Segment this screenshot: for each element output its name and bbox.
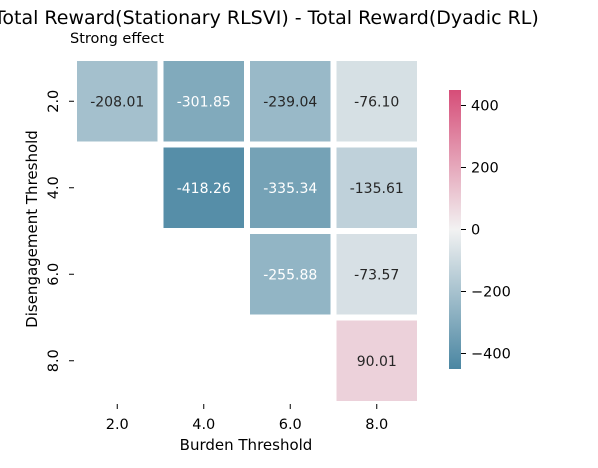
x-axis-label: Burden Threshold <box>180 436 313 454</box>
cell-value-label: -301.85 <box>177 94 231 110</box>
x-tick-label: 4.0 <box>192 417 215 433</box>
heatmap-cell <box>250 234 331 315</box>
chart-subtitle: Strong effect <box>70 31 164 47</box>
y-axis: 2.0 4.0 6.0 8.0 <box>46 90 74 372</box>
heatmap-cells: -208.01 -301.85 -239.04 -76.10 -418.26 -335.3… <box>77 61 417 401</box>
colorbar-tick-label: −200 <box>471 285 511 301</box>
heatmap-cell <box>250 147 331 228</box>
heatmap-cell <box>250 61 331 142</box>
cell-value-label: -208.01 <box>90 94 144 110</box>
x-tick-label: 8.0 <box>365 417 388 433</box>
heatmap-cell <box>77 61 158 142</box>
heatmap-cell <box>336 147 417 228</box>
y-tick-label: 6.0 <box>46 263 62 286</box>
heatmap-cell <box>336 234 417 315</box>
heatmap-cell <box>163 61 244 142</box>
y-tick-label: 2.0 <box>46 90 62 113</box>
cell-value-label: 90.01 <box>357 354 397 370</box>
y-axis-label: Disengagement Threshold <box>23 130 41 328</box>
cell-value-label: -135.61 <box>350 181 404 197</box>
x-tick-label: 6.0 <box>279 417 302 433</box>
heatmap-cell <box>336 320 417 401</box>
colorbar: 400 200 0 −200 −400 <box>449 90 511 369</box>
colorbar-tick-label: 200 <box>471 161 499 177</box>
x-tick-label: 2.0 <box>106 417 129 433</box>
cell-value-label: -335.34 <box>263 181 317 197</box>
colorbar-tick-label: 400 <box>471 99 499 115</box>
heatmap-cell <box>163 147 244 228</box>
heatmap-cell <box>336 61 417 142</box>
y-tick-label: 4.0 <box>46 176 62 199</box>
cell-value-label: -239.04 <box>263 94 317 110</box>
cell-value-label: -73.57 <box>354 267 399 283</box>
colorbar-tick-label: −400 <box>471 347 511 363</box>
colorbar-tick-label: 0 <box>471 223 480 239</box>
cell-value-label: -418.26 <box>177 181 231 197</box>
chart-title: Total Reward(Stationary RLSVI) - Total R… <box>0 7 539 29</box>
y-tick-label: 8.0 <box>46 349 62 372</box>
cell-value-label: -76.10 <box>354 94 399 110</box>
colorbar-gradient <box>449 90 461 369</box>
cell-value-label: -255.88 <box>263 267 317 283</box>
x-axis: 2.0 4.0 6.0 8.0 <box>106 404 388 433</box>
